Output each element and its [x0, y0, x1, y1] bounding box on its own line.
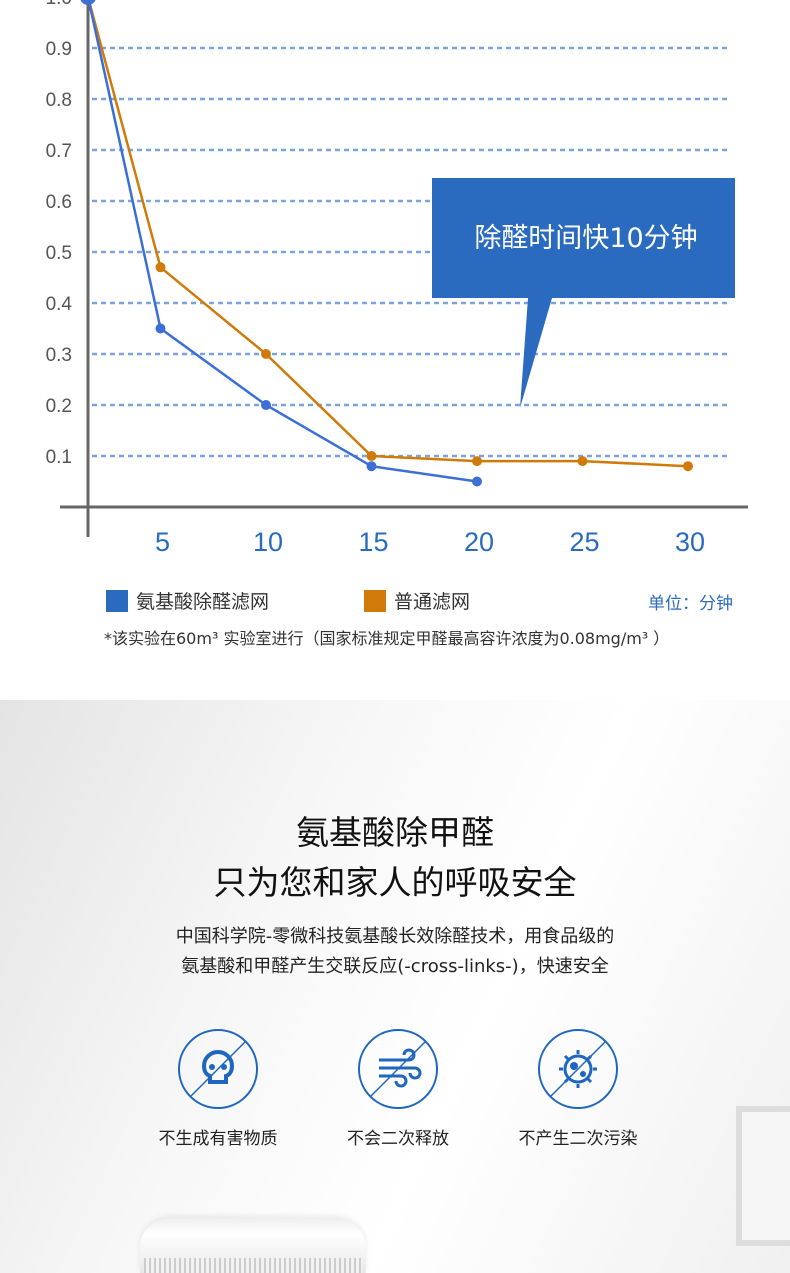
- data-point: [80, 0, 96, 5]
- feature-no-release: 不会二次释放: [318, 1028, 478, 1149]
- y-tick-label: 1.0: [46, 0, 72, 9]
- feature-no-pollution: 不产生二次污染: [498, 1028, 658, 1149]
- y-tick-label: 0.1: [46, 447, 72, 468]
- promo-desc: 氨基酸和甲醛产生交联反应(-cross-links-)，快速安全: [181, 956, 609, 977]
- legend-label: 氨基酸除醛滤网: [136, 591, 270, 613]
- data-point: [261, 400, 271, 410]
- data-point: [577, 456, 588, 467]
- feature-label: 不产生二次污染: [518, 1129, 638, 1149]
- feature-label: 不会二次释放: [347, 1129, 449, 1149]
- legend-item-normal: 普通滤网: [364, 587, 470, 614]
- promo-subtitle: 只为您和家人的呼吸安全: [213, 863, 577, 902]
- no-germ-icon: [538, 1029, 618, 1109]
- x-tick-label: 30: [675, 527, 705, 557]
- callout-text: 除醛时间快10分钟: [474, 223, 697, 254]
- feature-label: 不生成有害物质: [158, 1129, 278, 1149]
- x-tick-label: 10: [253, 527, 283, 557]
- x-tick-label: 5: [155, 527, 170, 557]
- promo-desc: 中国科学院-零微科技氨基酸长效除醛技术，用食品级的: [175, 926, 615, 947]
- promo-title: 氨基酸除甲醛: [296, 813, 494, 852]
- data-point: [472, 476, 482, 487]
- x-tick-label: 20: [464, 527, 494, 557]
- no-skull-icon: [178, 1029, 258, 1109]
- data-point: [366, 461, 377, 472]
- footnote: *该实验在60m³ 实验室进行（国家标准规定甲醛最高容许浓度为0.08mg/m³…: [104, 629, 670, 648]
- legend-swatch: [106, 589, 128, 612]
- data-point: [261, 349, 271, 359]
- legend-swatch: [364, 589, 386, 612]
- y-tick-label: 0.5: [46, 243, 72, 264]
- no-wind-icon: [358, 1029, 438, 1109]
- callout-box: [432, 178, 735, 408]
- air-purifier-image: [140, 1218, 366, 1273]
- data-point: [472, 456, 482, 467]
- legend-item-amino: 氨基酸除醛滤网: [106, 587, 269, 614]
- x-tick-label: 15: [358, 527, 388, 557]
- feature-no-harmful: 不生成有害物质: [138, 1028, 298, 1149]
- y-tick-label: 0.4: [46, 294, 73, 315]
- y-tick-label: 0.3: [46, 345, 72, 366]
- y-tick-label: 0.6: [46, 192, 72, 213]
- promo-section: [0, 700, 790, 1273]
- data-point: [155, 262, 166, 273]
- legend-label: 普通滤网: [394, 591, 471, 613]
- series-line: [87, 0, 478, 483]
- y-tick-label: 0.7: [46, 141, 72, 162]
- y-tick-label: 0.8: [46, 90, 72, 111]
- data-point: [155, 323, 166, 334]
- data-point: [366, 451, 377, 461]
- x-tick-label: 25: [569, 527, 599, 557]
- unit-label: 单位：分钟: [648, 594, 733, 614]
- y-tick-label: 0.2: [46, 396, 72, 417]
- y-tick-label: 0.9: [46, 39, 72, 60]
- data-point: [683, 461, 693, 472]
- formaldehyde-chart: 0.1 0.2 0.3 0.4 0.5 0.6 0.7 0.8 0.9 1.0 5 10 15 20 25 3…: [46, 0, 748, 557]
- picture-frame-image: [736, 1106, 790, 1246]
